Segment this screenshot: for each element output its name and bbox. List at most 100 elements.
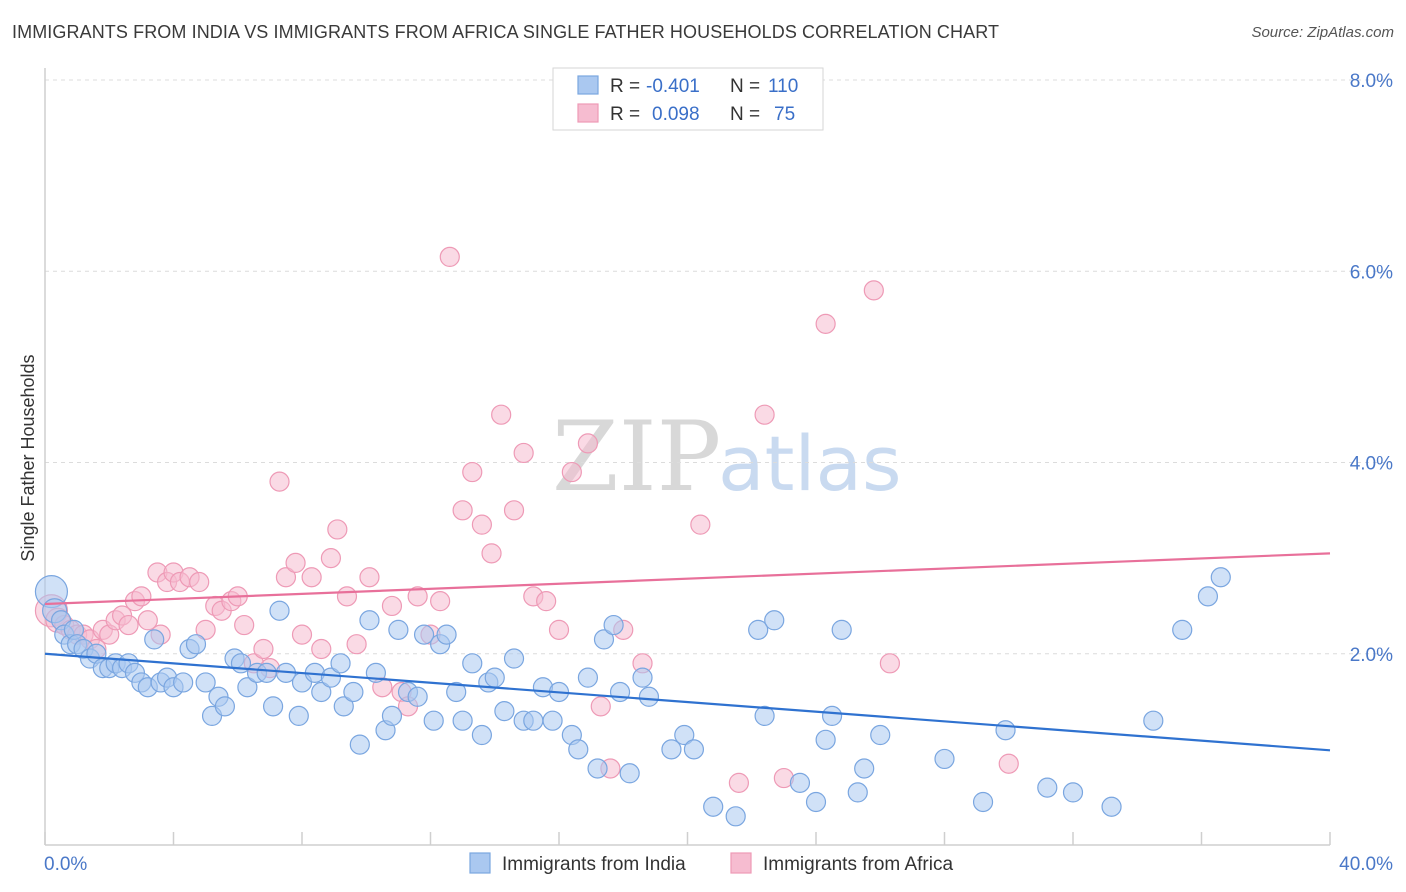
y-tick-label: 4.0%: [1350, 454, 1393, 475]
africa-point: [590, 696, 611, 717]
y-tick-label: 2.0%: [1350, 645, 1393, 666]
africa-point: [195, 619, 216, 640]
legend-africa-r-label: R =: [610, 104, 640, 125]
india-point: [1062, 782, 1084, 803]
legend-india-r-value: -0.401: [646, 76, 700, 97]
india-point: [173, 672, 194, 693]
india-point: [144, 629, 165, 650]
india-point: [725, 806, 746, 827]
india-point: [577, 667, 599, 688]
india-point: [256, 662, 277, 683]
india-point: [494, 701, 515, 722]
india-point: [754, 705, 775, 727]
india-point: [503, 648, 525, 669]
africa-point: [481, 543, 502, 564]
axes: [44, 68, 1331, 846]
india-point: [703, 796, 724, 817]
india-point: [343, 681, 364, 703]
india-point: [269, 600, 290, 621]
africa-point: [430, 591, 451, 612]
india-point: [1197, 586, 1219, 607]
africa-point: [118, 614, 139, 636]
africa-point: [131, 586, 152, 607]
legend-india-n-label: N =: [730, 76, 760, 97]
india-point: [359, 610, 380, 631]
bottom-legend-africa-label: Immigrants from Africa: [763, 854, 953, 875]
africa-point: [754, 404, 775, 425]
india-point: [870, 724, 891, 746]
africa-point: [327, 519, 348, 540]
india-point: [471, 724, 492, 746]
india-point: [288, 705, 309, 727]
india-point: [333, 696, 354, 717]
africa-point: [275, 567, 297, 588]
y-tick-label: 8.0%: [1350, 71, 1393, 92]
india-point: [388, 619, 409, 640]
x-tick-labels: 0.0% 40.0%: [44, 854, 1393, 875]
india-point: [789, 772, 811, 793]
chart-title: IMMIGRANTS FROM INDIA VS IMMIGRANTS FROM…: [12, 22, 1000, 42]
africa-point: [346, 634, 367, 655]
y-tick-labels: 2.0% 4.0% 6.0% 8.0%: [1350, 71, 1393, 666]
africa-point: [301, 567, 322, 588]
y-axis-title: Single Father Households: [18, 354, 38, 561]
legend-swatch-india: [577, 75, 599, 95]
india-point: [683, 739, 705, 760]
africa-point: [561, 461, 582, 483]
india-point: [764, 610, 785, 631]
gridlines: [45, 79, 1392, 655]
india-point: [847, 782, 868, 803]
bottom-legend-swatch-africa: [730, 852, 752, 874]
x-tick-label-max: 40.0%: [1339, 854, 1393, 875]
africa-point: [471, 514, 492, 535]
africa-point: [728, 772, 750, 793]
africa-point: [815, 313, 836, 334]
india-point: [349, 734, 370, 755]
india-point: [195, 672, 216, 693]
africa-point: [879, 653, 900, 674]
india-point: [523, 710, 544, 731]
india-point: [568, 739, 589, 760]
india-point: [1101, 796, 1122, 817]
india-point: [407, 686, 428, 707]
india-point: [638, 686, 660, 707]
india-point: [748, 619, 769, 640]
africa-point: [548, 619, 570, 640]
africa-point: [189, 571, 210, 593]
india-point: [995, 720, 1016, 741]
watermark-zip: ZIP: [552, 401, 721, 513]
legend-india-n-value: 110: [768, 76, 798, 97]
y-tick-label: 6.0%: [1350, 262, 1393, 283]
india-point: [609, 681, 631, 703]
africa-point: [320, 548, 342, 569]
india-point: [831, 619, 852, 640]
africa-point: [291, 624, 313, 645]
india-point: [674, 724, 695, 746]
legend-africa-n-value: 75: [774, 104, 795, 125]
india-point: [413, 624, 435, 645]
africa-point: [359, 567, 380, 588]
africa-point: [452, 500, 473, 521]
india-point: [593, 629, 615, 650]
india-point: [619, 763, 640, 784]
india-point: [603, 614, 624, 636]
africa-point: [234, 614, 255, 636]
india-point: [1037, 777, 1058, 798]
india-point: [423, 710, 444, 731]
watermark-atlas: atlas: [718, 419, 902, 508]
india-point: [587, 758, 608, 779]
india-point: [821, 705, 843, 727]
trend-lines: [44, 552, 1331, 752]
africa-point: [311, 638, 332, 660]
india-point: [237, 677, 258, 698]
africa-point: [253, 638, 274, 660]
africa-point: [439, 246, 460, 268]
india-point: [462, 653, 483, 674]
africa-point: [998, 753, 1019, 774]
africa-point: [269, 471, 290, 492]
africa-point: [336, 586, 358, 607]
bottom-legend-india-label: Immigrants from India: [502, 854, 686, 875]
india-point: [381, 705, 403, 727]
india-point: [934, 748, 955, 770]
